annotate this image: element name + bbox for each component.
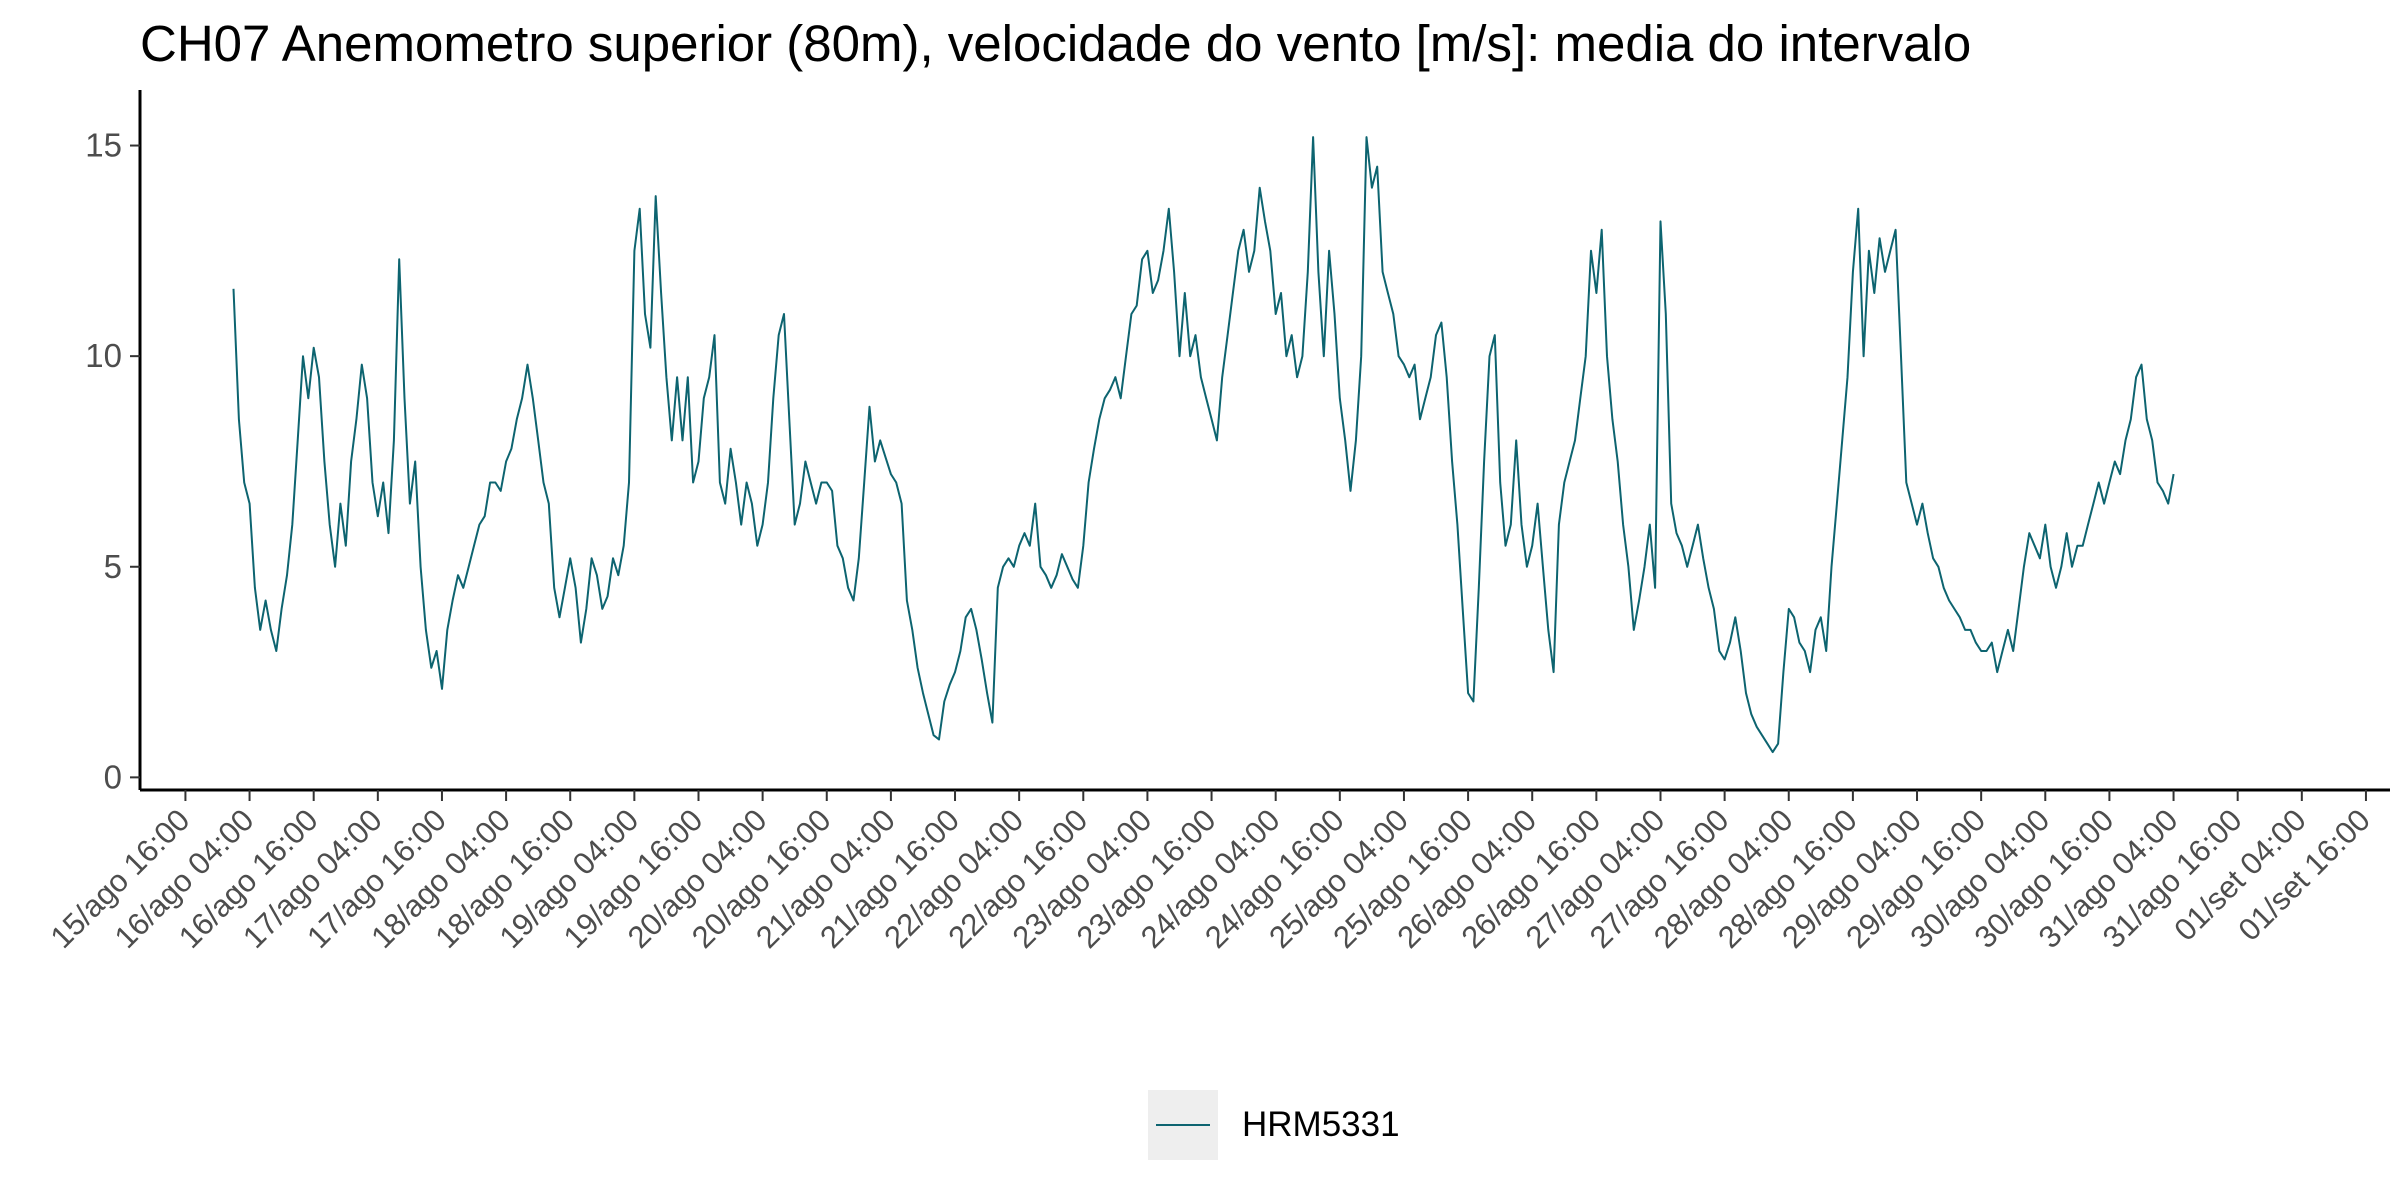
y-tick-label: 10 <box>85 337 122 374</box>
legend-label: HRM5331 <box>1242 1105 1400 1144</box>
legend-key <box>1148 1090 1218 1160</box>
chart-title: CH07 Anemometro superior (80m), velocida… <box>140 15 1972 72</box>
y-tick-label: 15 <box>85 127 122 164</box>
legend: HRM5331 <box>1148 1090 1400 1160</box>
y-axis: 0 5 10 15 <box>85 90 142 795</box>
series-line-hrm5331 <box>232 136 2175 754</box>
series-group <box>232 136 2175 754</box>
y-tick-label: 0 <box>104 758 122 795</box>
y-tick-label: 5 <box>104 548 122 585</box>
legend-key-line <box>1156 1124 1210 1126</box>
